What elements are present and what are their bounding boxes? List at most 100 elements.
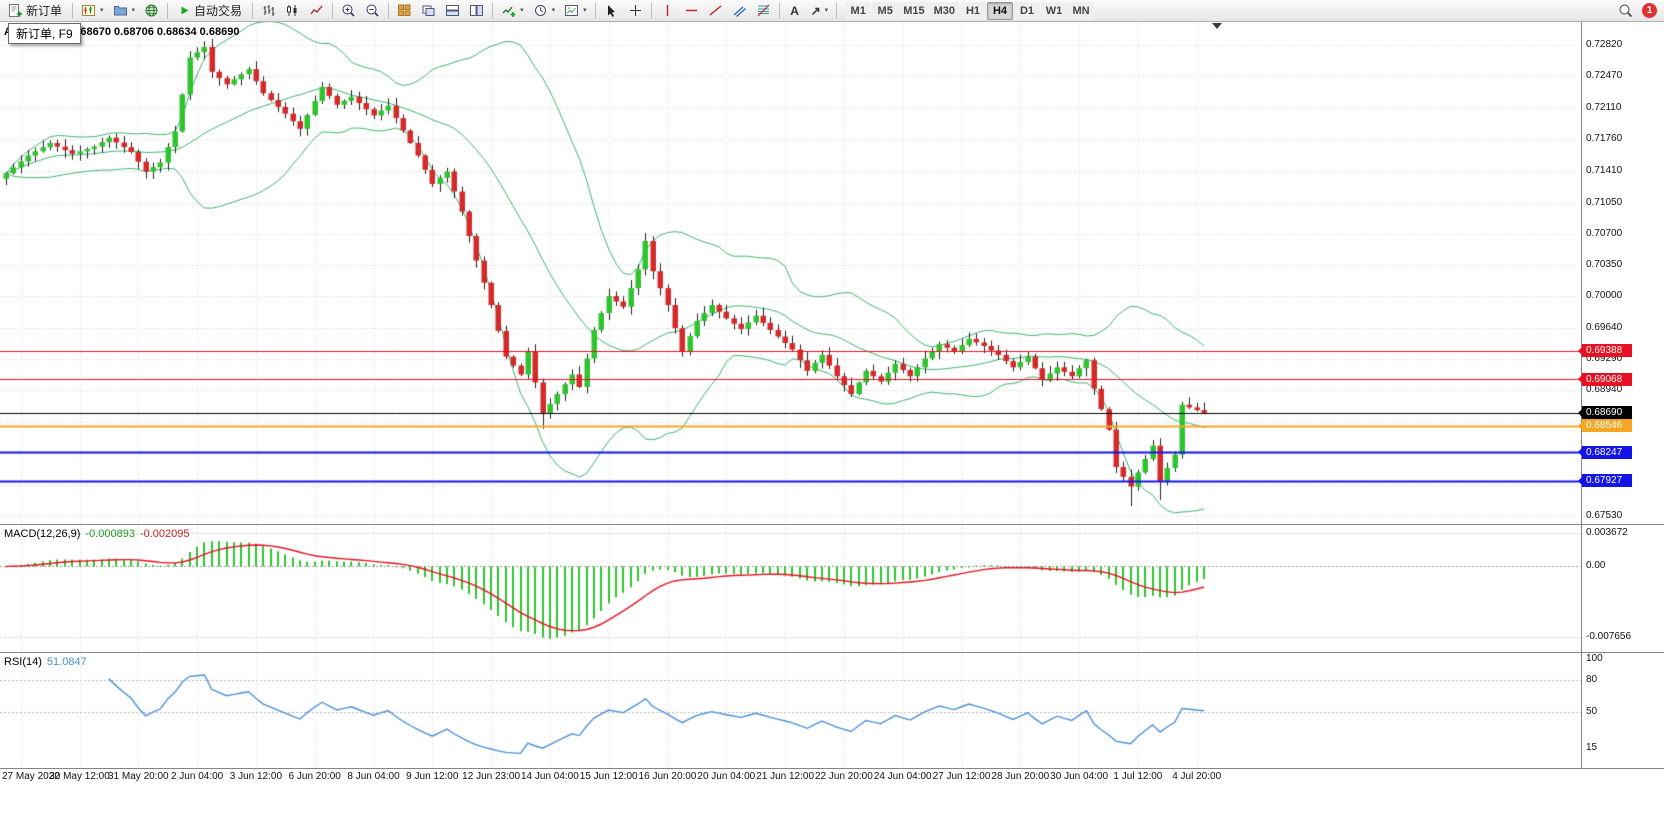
text-button[interactable]: A [784, 1, 806, 21]
line-chart-button[interactable] [305, 1, 328, 21]
price-axis-label: 0.72110 [1586, 102, 1622, 114]
template-icon [565, 5, 579, 16]
rsi-label: RSI(14) 51.0847 [4, 656, 92, 668]
price-axis-label: 0.72470 [1586, 70, 1623, 82]
price-axis-label: 0.69290 [1586, 353, 1623, 365]
new-order-label: 新订单 [26, 4, 63, 18]
vertical-line-button[interactable] [656, 1, 679, 21]
toolbar-separator [650, 2, 652, 19]
toolbar-separator [167, 2, 169, 19]
time-axis-label: 15 Jun 12:00 [579, 771, 638, 782]
tile-vertical-button[interactable] [465, 1, 488, 21]
price-line-badge[interactable]: 0.68247 [1578, 445, 1632, 459]
price-line-badge[interactable]: 0.68546 [1578, 419, 1632, 433]
search-button[interactable] [1614, 1, 1637, 21]
price-axis-label: 0.69640 [1586, 322, 1623, 334]
new-order-button[interactable]: 新订单 [2, 1, 68, 21]
chart-shift-marker[interactable] [1212, 23, 1222, 29]
time-axis-label: 30 Jun 04:00 [1050, 771, 1109, 782]
timeframe-d1-button[interactable]: D1 [1014, 1, 1040, 20]
toolbar-separator [778, 2, 780, 19]
timeframe-w1-button[interactable]: W1 [1041, 1, 1067, 20]
price-axis-label: 0.68240 [1586, 446, 1623, 458]
cascade-windows-button[interactable] [417, 1, 440, 21]
timeframe-h4-button[interactable]: H4 [987, 1, 1013, 20]
time-axis-separator [0, 768, 1664, 769]
zoom-out-icon [366, 4, 379, 17]
macd-name: MACD(12,26,9) [4, 528, 81, 540]
trendline-button[interactable] [704, 1, 727, 21]
main-chart-canvas[interactable] [0, 22, 1581, 524]
community-button[interactable] [140, 1, 163, 21]
time-axis-label: 3 Jun 12:00 [229, 771, 283, 782]
price-line-badge[interactable]: 0.67927 [1578, 474, 1632, 488]
time-axis-label: 12 Jun 23:00 [462, 771, 521, 782]
timeframe-mn-button[interactable]: MN [1068, 1, 1094, 20]
zoom-out-button[interactable] [361, 1, 384, 21]
tile-horizontal-button[interactable] [441, 1, 464, 21]
price-axis-label: 0.70350 [1586, 258, 1623, 270]
rsi-axis-label: 80 [1586, 674, 1598, 686]
channel-button[interactable] [728, 1, 751, 21]
price-line-badge[interactable]: 0.68690 [1578, 406, 1632, 420]
vertical-line-icon [666, 5, 668, 16]
rsi-panel-canvas[interactable] [0, 653, 1581, 768]
horizontal-line-button[interactable] [680, 1, 703, 21]
panel-divider[interactable] [0, 524, 1664, 525]
price-line-badge[interactable]: 0.69388 [1578, 344, 1632, 358]
timeframe-h1-button[interactable]: H1 [960, 1, 986, 20]
templates-button[interactable]: ▾ [560, 1, 591, 21]
price-axis-label: 0.72820 [1586, 39, 1623, 51]
tile-horizontal-icon [446, 5, 460, 16]
time-axis-label: 22 Jun 20:00 [814, 771, 873, 782]
auto-trading-button[interactable]: 自动交易 [172, 1, 248, 21]
fibonacci-button[interactable] [752, 1, 775, 21]
new-order-icon [9, 4, 22, 17]
time-axis-label: 27 May 2022 [2, 771, 60, 782]
time-axis-label: 21 Jun 12:00 [756, 771, 815, 782]
bar-chart-button[interactable] [257, 1, 280, 21]
profiles-button[interactable]: ▾ [109, 1, 140, 21]
time-axis-label: 2 Jun 04:00 [170, 771, 224, 782]
tile-windows-button[interactable] [393, 1, 416, 21]
arrows-button[interactable]: ↗ ▾ [807, 1, 833, 21]
time-axis-label: 20 Jun 04:00 [697, 771, 756, 782]
trendline-icon [709, 5, 722, 16]
text-tool-icon: A [790, 3, 799, 18]
time-axis-label: 4 Jul 20:00 [1172, 771, 1222, 782]
notification-badge[interactable]: 1 [1642, 3, 1657, 18]
candlestick-chart-button[interactable] [281, 1, 304, 21]
indicators-button[interactable]: ▾ [497, 1, 528, 21]
price-line-badge[interactable]: 0.69068 [1578, 372, 1632, 386]
timeframe-m30-button[interactable]: M30 [929, 1, 959, 20]
panel-divider[interactable] [0, 652, 1664, 653]
time-axis-label: 24 Jun 04:00 [873, 771, 932, 782]
equidistant-channel-icon [733, 6, 746, 17]
timeframe-m15-button[interactable]: M15 [899, 1, 929, 20]
new-chart-icon [82, 5, 96, 16]
toolbar-separator [72, 2, 74, 19]
periods-button[interactable]: ▾ [529, 1, 560, 21]
toolbar-separator [594, 2, 596, 19]
tile-vertical-icon [470, 5, 484, 16]
cursor-icon [607, 5, 615, 17]
macd-panel-canvas[interactable] [0, 525, 1581, 652]
crosshair-button[interactable] [624, 1, 647, 21]
price-axis-label: 0.71050 [1586, 196, 1623, 208]
price-axis-separator [1581, 22, 1582, 768]
price-axis-label: 0.67530 [1586, 509, 1623, 521]
new-chart-button[interactable]: ▾ [77, 1, 108, 21]
cascade-windows-icon [422, 5, 435, 16]
timeframe-m1-button[interactable]: M1 [845, 1, 872, 20]
macd-main-value: -0.000893 [85, 528, 135, 540]
arrows-tool-icon: ↗ [810, 3, 821, 18]
cursor-button[interactable] [600, 1, 623, 21]
toolbar-separator [252, 2, 254, 19]
chevron-down-icon: ▾ [824, 7, 829, 14]
timeframe-m5-button[interactable]: M5 [872, 1, 899, 20]
toolbar-separator [388, 2, 390, 19]
zoom-in-button[interactable] [337, 1, 360, 21]
toolbar-separator [492, 2, 494, 19]
toolbar-right-group: 1 [1614, 1, 1662, 21]
